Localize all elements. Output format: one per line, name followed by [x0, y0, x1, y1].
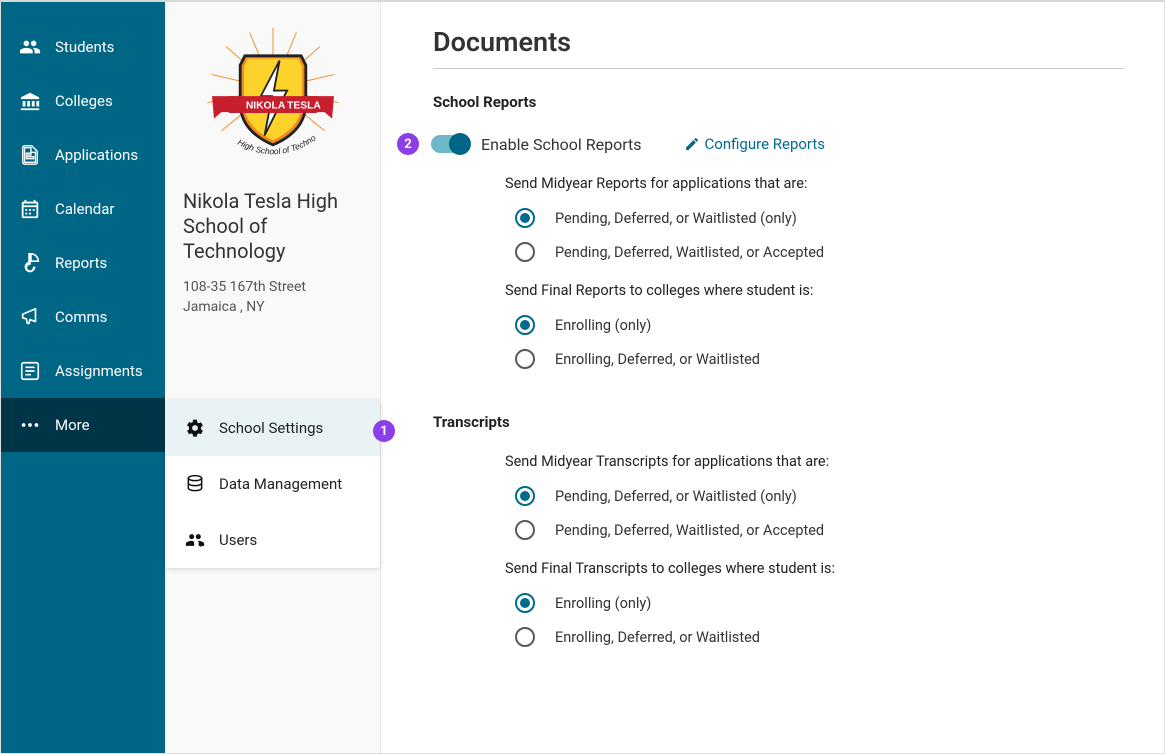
nav-item-comms[interactable]: Comms	[1, 290, 165, 344]
submenu-label: Users	[219, 531, 257, 549]
applications-icon	[19, 144, 41, 166]
configure-reports-label: Configure Reports	[705, 135, 826, 153]
more-icon	[19, 414, 41, 436]
school-address-line2: Jamaica , NY	[165, 298, 380, 318]
nav-item-reports[interactable]: Reports	[1, 236, 165, 290]
radio-midyear-transcripts-opt1[interactable]: Pending, Deferred, or Waitlisted (only)	[515, 486, 1124, 506]
pencil-icon	[684, 136, 700, 152]
assignments-icon	[19, 360, 41, 382]
submenu-label: Data Management	[219, 475, 342, 493]
colleges-icon	[19, 90, 41, 112]
nav-label: Reports	[55, 254, 107, 272]
radio-midyear-reports-opt2[interactable]: Pending, Deferred, Waitlisted, or Accept…	[515, 242, 1124, 262]
radio-icon	[515, 208, 535, 228]
users-icon	[185, 530, 205, 550]
nav-item-calendar[interactable]: Calendar	[1, 182, 165, 236]
reports-icon	[19, 252, 41, 274]
configure-reports-link[interactable]: Configure Reports	[684, 135, 826, 153]
side-panel: NIKOLA TESLA High School of Technology N…	[165, 2, 381, 753]
nav-item-colleges[interactable]: Colleges	[1, 74, 165, 128]
page-title: Documents	[433, 26, 1124, 69]
nav-item-students[interactable]: Students	[1, 20, 165, 74]
radio-label: Enrolling (only)	[555, 317, 651, 334]
radio-icon	[515, 520, 535, 540]
nav-label: Calendar	[55, 200, 115, 218]
radio-icon	[515, 593, 535, 613]
nav-label: Applications	[55, 146, 138, 164]
submenu-item-data-management[interactable]: Data Management	[165, 456, 380, 512]
radio-label: Pending, Deferred, Waitlisted, or Accept…	[555, 522, 824, 539]
svg-text:TESLA: TESLA	[287, 100, 321, 111]
radio-label: Pending, Deferred, or Waitlisted (only)	[555, 210, 797, 227]
svg-text:NIKOLA: NIKOLA	[245, 100, 285, 111]
nav-item-more[interactable]: More	[1, 398, 165, 452]
radio-icon	[515, 349, 535, 369]
radio-midyear-transcripts-opt2[interactable]: Pending, Deferred, Waitlisted, or Accept…	[515, 520, 1124, 540]
primary-nav: Students Colleges Applications Calendar …	[1, 2, 165, 753]
radio-icon	[515, 486, 535, 506]
callout-badge-2: 2	[397, 133, 419, 155]
radio-label: Enrolling, Deferred, or Waitlisted	[555, 351, 760, 368]
database-icon	[185, 474, 205, 494]
nav-label: More	[55, 416, 90, 434]
nav-label: Colleges	[55, 92, 113, 110]
radio-label: Pending, Deferred, Waitlisted, or Accept…	[555, 244, 824, 261]
radio-icon	[515, 315, 535, 335]
section-heading-transcripts: Transcripts	[433, 413, 1124, 431]
callout-badge-1: 1	[373, 420, 395, 442]
question-final-transcripts: Send Final Transcripts to colleges where…	[505, 560, 1124, 577]
question-final-reports: Send Final Reports to colleges where stu…	[505, 282, 1124, 299]
radio-icon	[515, 627, 535, 647]
nav-item-assignments[interactable]: Assignments	[1, 344, 165, 398]
radio-midyear-reports-opt1[interactable]: Pending, Deferred, or Waitlisted (only)	[515, 208, 1124, 228]
gear-icon	[185, 418, 205, 438]
radio-label: Enrolling, Deferred, or Waitlisted	[555, 629, 760, 646]
question-midyear-reports: Send Midyear Reports for applications th…	[505, 175, 1124, 192]
section-heading-school-reports: School Reports	[433, 93, 1124, 111]
submenu-label: School Settings	[219, 419, 323, 437]
toggle-label: Enable School Reports	[481, 135, 642, 154]
radio-label: Pending, Deferred, or Waitlisted (only)	[555, 488, 797, 505]
submenu-item-users[interactable]: Users	[165, 512, 380, 568]
nav-label: Students	[55, 38, 114, 56]
radio-final-reports-opt1[interactable]: Enrolling (only)	[515, 315, 1124, 335]
question-midyear-transcripts: Send Midyear Transcripts for application…	[505, 453, 1124, 470]
more-submenu: School Settings Data Management Users	[165, 400, 380, 568]
submenu-item-school-settings[interactable]: School Settings	[165, 400, 380, 456]
comms-icon	[19, 306, 41, 328]
calendar-icon	[19, 198, 41, 220]
school-address-line1: 108-35 167th Street	[165, 278, 380, 298]
nav-label: Comms	[55, 308, 107, 326]
radio-icon	[515, 242, 535, 262]
radio-final-transcripts-opt2[interactable]: Enrolling, Deferred, or Waitlisted	[515, 627, 1124, 647]
enable-school-reports-toggle[interactable]	[431, 135, 469, 153]
main-content: Documents School Reports 2 Enable School…	[381, 2, 1164, 753]
radio-label: Enrolling (only)	[555, 595, 651, 612]
school-logo: NIKOLA TESLA High School of Technology	[188, 20, 358, 175]
students-icon	[19, 36, 41, 58]
radio-final-transcripts-opt1[interactable]: Enrolling (only)	[515, 593, 1124, 613]
school-name: Nikola Tesla High School of Technology	[165, 175, 380, 278]
nav-label: Assignments	[55, 362, 143, 380]
nav-item-applications[interactable]: Applications	[1, 128, 165, 182]
radio-final-reports-opt2[interactable]: Enrolling, Deferred, or Waitlisted	[515, 349, 1124, 369]
